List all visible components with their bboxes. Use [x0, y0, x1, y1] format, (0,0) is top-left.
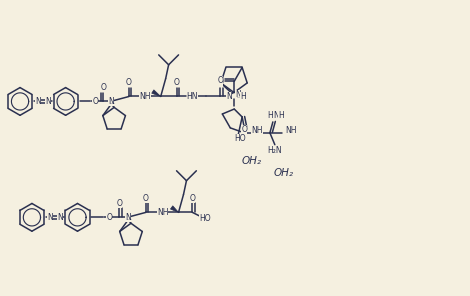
Text: H: H	[267, 112, 273, 120]
Text: N: N	[47, 213, 53, 222]
Text: N: N	[45, 97, 51, 106]
Text: O: O	[241, 125, 247, 134]
Text: OH₂: OH₂	[241, 156, 261, 166]
Text: HN: HN	[187, 92, 198, 101]
Text: HO: HO	[199, 214, 211, 223]
Text: OH₂: OH₂	[274, 168, 294, 178]
Text: O: O	[116, 199, 122, 208]
Text: O: O	[143, 194, 149, 203]
Text: NH: NH	[139, 92, 150, 101]
Text: H: H	[278, 112, 284, 120]
Text: N: N	[108, 97, 114, 106]
Text: O: O	[93, 97, 98, 106]
Text: HO: HO	[235, 134, 246, 143]
Polygon shape	[171, 206, 179, 213]
Text: H: H	[240, 92, 246, 101]
Text: NH: NH	[251, 126, 263, 135]
Text: ··: ··	[236, 96, 240, 101]
Polygon shape	[152, 90, 161, 96]
Text: H₂N: H₂N	[267, 146, 282, 155]
Text: N: N	[235, 90, 241, 99]
Text: NH: NH	[285, 126, 296, 135]
Text: ···: ···	[126, 217, 132, 222]
Text: O: O	[218, 76, 223, 85]
Text: O: O	[189, 194, 196, 203]
Text: O: O	[106, 213, 112, 222]
Text: NH: NH	[157, 208, 168, 217]
Text: ···: ···	[109, 101, 115, 106]
Text: N: N	[226, 92, 232, 101]
Text: O: O	[100, 83, 106, 92]
Text: N: N	[57, 213, 63, 222]
Text: O: O	[217, 78, 223, 87]
Text: O: O	[173, 78, 180, 87]
Text: N: N	[273, 112, 279, 120]
Text: N: N	[35, 97, 41, 106]
Text: O: O	[126, 78, 132, 87]
Text: N: N	[125, 213, 131, 222]
